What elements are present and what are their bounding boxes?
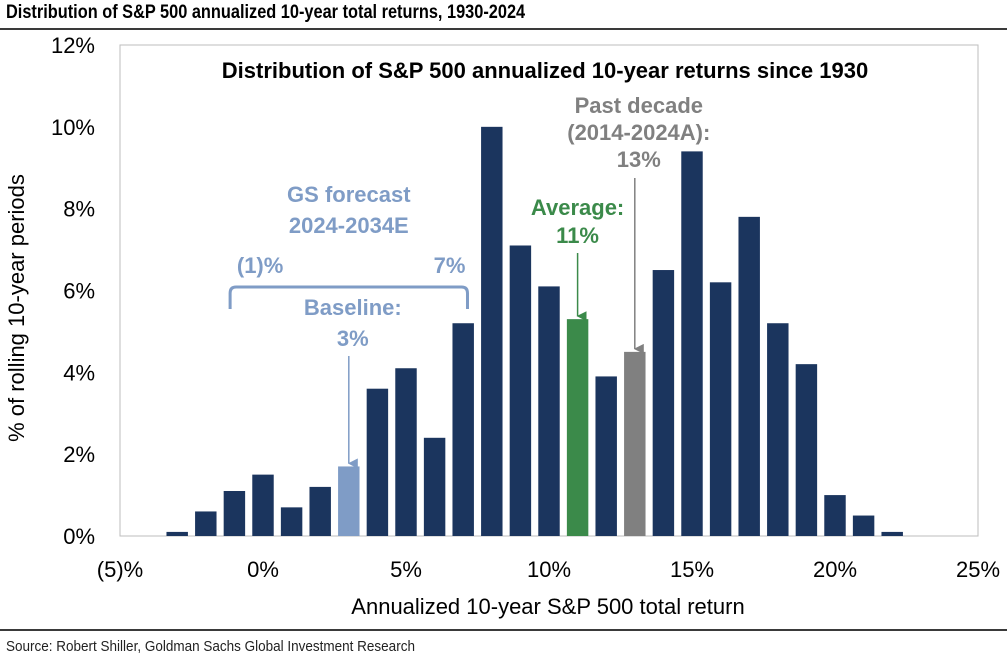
- bar-bin: [767, 323, 789, 536]
- x-tick-label: 0%: [247, 557, 279, 582]
- bar-bin: [452, 323, 474, 536]
- x-axis-label: Annualized 10-year S&P 500 total return: [351, 594, 744, 619]
- x-tick-label: 10%: [527, 557, 571, 582]
- y-tick-label: 2%: [63, 442, 95, 467]
- past-decade-label: (2014-2024A):: [567, 120, 710, 145]
- bar-bin: [709, 282, 732, 536]
- baseline-label: Baseline:: [304, 295, 402, 320]
- histogram-chart: Distribution of S&P 500 annualized 10-ye…: [4, 33, 1000, 619]
- past-decade-label: Past decade: [575, 93, 703, 118]
- y-tick-label: 4%: [63, 360, 95, 385]
- bar-bin: [252, 474, 274, 536]
- forecast-range-low-label: (1)%: [237, 253, 283, 278]
- chart-title: Distribution of S&P 500 annualized 10-ye…: [222, 58, 868, 83]
- x-tick-label: 20%: [813, 557, 857, 582]
- forecast-range-high-label: 7%: [434, 253, 466, 278]
- bar-bin: [538, 286, 560, 536]
- bar-average: [566, 319, 589, 536]
- bar-bin: [738, 216, 760, 536]
- x-tick-label: 15%: [670, 557, 714, 582]
- y-tick-label: 0%: [63, 524, 95, 549]
- bar-bin: [795, 364, 818, 536]
- average-value: 11%: [556, 223, 599, 248]
- x-tick-label: (5)%: [97, 557, 143, 582]
- y-axis-ticks: 0% 2% 4% 6% 8% 10% 12%: [51, 33, 95, 549]
- x-tick-label: 25%: [956, 557, 1000, 582]
- bar-bin: [881, 531, 903, 536]
- bar-bin: [223, 490, 246, 536]
- bar-bin: [652, 270, 675, 536]
- bar-bin: [595, 376, 617, 536]
- bar-past_decade: [624, 351, 646, 536]
- figure-title: Distribution of S&P 500 annualized 10-ye…: [6, 2, 526, 23]
- y-axis-label: % of rolling 10-year periods: [4, 174, 29, 442]
- forecast-title: GS forecast: [287, 182, 411, 207]
- bar-bin: [423, 437, 446, 536]
- bar-bin: [852, 515, 875, 536]
- forecast-range-bracket: [228, 285, 469, 309]
- bar-bin: [366, 388, 389, 536]
- average-label: Average:: [531, 195, 624, 220]
- x-tick-label: 5%: [390, 557, 422, 582]
- y-tick-label: 6%: [63, 279, 95, 304]
- bar-bin: [481, 126, 503, 536]
- source-note: Source: Robert Shiller, Goldman Sachs Gl…: [6, 638, 415, 655]
- bar-bin: [824, 495, 846, 536]
- bar-bin: [309, 486, 331, 536]
- y-tick-label: 10%: [51, 115, 95, 140]
- bar-bin: [681, 151, 703, 536]
- past-decade-label: 13%: [617, 147, 661, 172]
- bottom-divider: [0, 629, 1007, 631]
- bar-bin: [280, 507, 303, 536]
- bar-forecast: [338, 466, 360, 536]
- y-tick-label: 8%: [63, 197, 95, 222]
- x-axis-ticks: (5)% 0% 5% 10% 15% 20% 25%: [97, 557, 1000, 582]
- bar-bin: [195, 511, 217, 536]
- bar-series: [166, 126, 903, 536]
- top-divider: [0, 28, 1007, 30]
- bar-bin: [395, 368, 417, 536]
- forecast-title: 2024-2034E: [289, 213, 409, 238]
- y-tick-label: 12%: [51, 33, 95, 58]
- bar-bin: [166, 531, 188, 536]
- baseline-value: 3%: [337, 326, 369, 351]
- chart-annotations: GS forecast 2024-2034E(1)% 7% Baseline: 3% Av…: [228, 93, 710, 469]
- bar-bin: [509, 245, 532, 536]
